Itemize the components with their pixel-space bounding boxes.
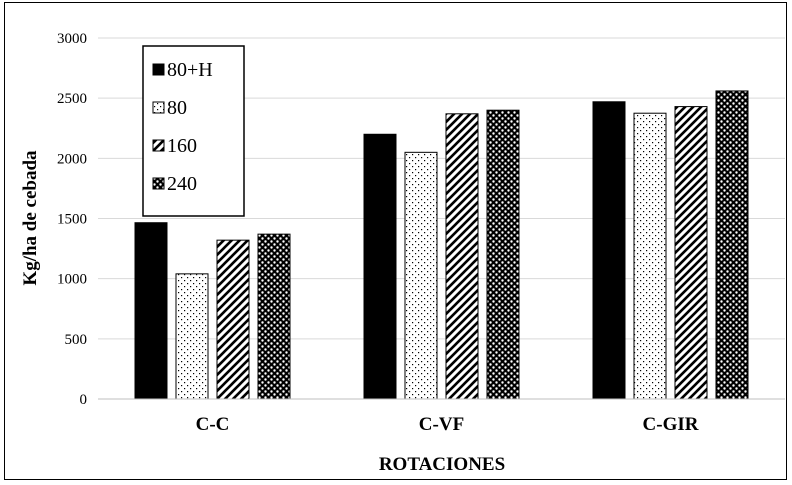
legend-label: 240 [167, 173, 197, 195]
bar [134, 222, 168, 400]
bar [445, 113, 479, 400]
bar [363, 133, 397, 400]
y-axis-title: Kg/ha de cebada [20, 150, 41, 286]
bar [216, 239, 250, 400]
legend-label: 80 [167, 97, 187, 119]
bar [175, 273, 209, 400]
bar [486, 109, 520, 400]
bar [674, 106, 708, 400]
bars [134, 90, 749, 400]
x-category-label: C-VF [419, 414, 464, 435]
bar [715, 90, 749, 400]
x-category-label: C-C [196, 414, 230, 435]
legend: 80+H 80 160 240 [142, 45, 245, 217]
y-tick-label: 3000 [57, 31, 87, 47]
bar [257, 233, 291, 400]
bar [404, 151, 438, 400]
y-tick-label: 0 [80, 392, 88, 408]
legend-swatch [152, 101, 165, 114]
labels: 0 500 1000 1500 2000 2500 3000 C-C C-VF C-GIR [57, 31, 699, 435]
x-category-label: C-GIR [643, 414, 699, 435]
y-tick-label: 2000 [57, 151, 87, 167]
y-tick-label: 500 [65, 332, 88, 348]
y-tick-label: 2500 [57, 91, 87, 107]
y-tick-label: 1000 [57, 272, 87, 288]
bar [633, 112, 667, 400]
legend-swatch [152, 139, 165, 152]
legend-swatch [152, 177, 165, 190]
bar [592, 101, 626, 400]
legend-swatch [152, 63, 165, 76]
x-axis-title: ROTACIONES [379, 454, 505, 475]
legend-label: 80+H [167, 59, 213, 81]
legend-label: 160 [167, 135, 197, 157]
y-tick-label: 1500 [57, 212, 87, 228]
